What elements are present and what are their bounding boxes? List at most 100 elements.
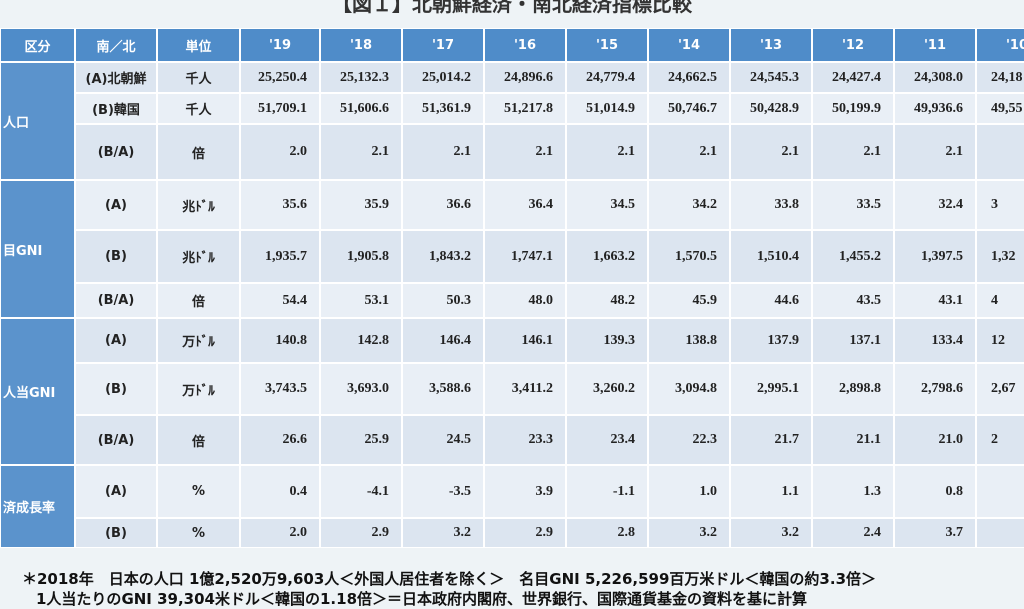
value-cell: 48.2	[566, 283, 648, 318]
value-cell: 25,132.3	[320, 62, 402, 93]
unit: 万ﾄﾞﾙ	[157, 363, 240, 415]
value-cell: 1,663.2	[566, 230, 648, 283]
value-cell: 50,746.7	[648, 93, 730, 124]
group-label: 人口	[0, 62, 75, 180]
value-cell: 1.0	[648, 465, 730, 518]
row-name: (A)	[75, 318, 157, 363]
value-cell: 21.1	[812, 415, 894, 465]
group-label: 人当GNI	[0, 318, 75, 465]
value-cell: 138.8	[648, 318, 730, 363]
row-name: (B)	[75, 363, 157, 415]
value-cell: 44.6	[730, 283, 812, 318]
value-cell: 45.9	[648, 283, 730, 318]
value-cell: 24,896.6	[484, 62, 566, 93]
value-cell: 3,260.2	[566, 363, 648, 415]
header-cell: '14	[648, 28, 730, 62]
group-label: 目GNI	[0, 180, 75, 318]
value-cell: 24,308.0	[894, 62, 976, 93]
value-cell: 2.1	[812, 124, 894, 180]
value-cell: 1,843.2	[402, 230, 484, 283]
value-cell: 54.4	[240, 283, 320, 318]
value-cell: 48.0	[484, 283, 566, 318]
value-cell: 1,510.4	[730, 230, 812, 283]
header-cell: '12	[812, 28, 894, 62]
value-cell: 49,936.6	[894, 93, 976, 124]
value-cell: 1,455.2	[812, 230, 894, 283]
header-cell: 南／北	[75, 28, 157, 62]
value-cell: 139.3	[566, 318, 648, 363]
value-cell: 51,709.1	[240, 93, 320, 124]
value-cell: 0.8	[894, 465, 976, 518]
note: ＊2018年 日本の人口 1億2,520万9,603人＜外国人居住者を除く＞ 名…	[22, 570, 877, 588]
value-cell: 3,693.0	[320, 363, 402, 415]
value-cell: 3.2	[730, 518, 812, 548]
value-cell: 50.3	[402, 283, 484, 318]
value-cell: 35.9	[320, 180, 402, 230]
value-cell: 26.6	[240, 415, 320, 465]
value-cell: 33.5	[812, 180, 894, 230]
value-cell: 34.5	[566, 180, 648, 230]
note: 1人当たりのGNI 39,304米ドル＜韓国の1.18倍＞＝日本政府内閣府、世界…	[36, 590, 808, 608]
value-cell: 35.6	[240, 180, 320, 230]
row-name: (B/A)	[75, 283, 157, 318]
value-cell: 25.9	[320, 415, 402, 465]
unit: 千人	[157, 93, 240, 124]
value-cell: 24,779.4	[566, 62, 648, 93]
value-cell: 51,606.6	[320, 93, 402, 124]
value-cell: 2.1	[402, 124, 484, 180]
unit: %	[157, 465, 240, 518]
header-cell: '16	[484, 28, 566, 62]
value-cell: 142.8	[320, 318, 402, 363]
unit: 兆ﾄﾞﾙ	[157, 180, 240, 230]
row-name: (A)北朝鮮	[75, 62, 157, 93]
row-name: (B)韓国	[75, 93, 157, 124]
value-cell: 146.4	[402, 318, 484, 363]
header-cell: '19	[240, 28, 320, 62]
value-cell: 1,397.5	[894, 230, 976, 283]
header-cell: '13	[730, 28, 812, 62]
value-cell: 1,570.5	[648, 230, 730, 283]
value-cell: 146.1	[484, 318, 566, 363]
title: 【図１】北朝鮮経済・南北経済指標比較	[332, 0, 692, 16]
value-cell: 3,588.6	[402, 363, 484, 415]
header-cell: '17	[402, 28, 484, 62]
value-cell: 2.9	[484, 518, 566, 548]
value-cell: 24,427.4	[812, 62, 894, 93]
unit: 倍	[157, 415, 240, 465]
value-cell: 3,743.5	[240, 363, 320, 415]
value-cell: 32.4	[894, 180, 976, 230]
header-cell: '15	[566, 28, 648, 62]
value-cell: 24,662.5	[648, 62, 730, 93]
header-cell: '18	[320, 28, 402, 62]
value-cell: 50,199.9	[812, 93, 894, 124]
value-cell: -3.5	[402, 465, 484, 518]
value-cell: -4.1	[320, 465, 402, 518]
value-cell: 22.3	[648, 415, 730, 465]
value-cell: 3,094.8	[648, 363, 730, 415]
row-name: (A)	[75, 465, 157, 518]
row-name: (A)	[75, 180, 157, 230]
header-cell: 単位	[157, 28, 240, 62]
value-cell: 33.8	[730, 180, 812, 230]
value-cell: 2	[976, 415, 1024, 465]
value-cell: 3	[976, 180, 1024, 230]
value-cell: 1.3	[812, 465, 894, 518]
value-cell: 2,995.1	[730, 363, 812, 415]
value-cell: 43.1	[894, 283, 976, 318]
row-name: (B/A)	[75, 124, 157, 180]
value-cell: 1,32	[976, 230, 1024, 283]
value-cell: 23.4	[566, 415, 648, 465]
value-cell: 24,18	[976, 62, 1024, 93]
value-cell: 2.1	[320, 124, 402, 180]
row-name: (B)	[75, 230, 157, 283]
value-cell: 3,411.2	[484, 363, 566, 415]
value-cell: 25,014.2	[402, 62, 484, 93]
value-cell: 2.1	[730, 124, 812, 180]
value-cell: 2.1	[648, 124, 730, 180]
value-cell: 140.8	[240, 318, 320, 363]
value-cell: 24.5	[402, 415, 484, 465]
value-cell: 2.4	[812, 518, 894, 548]
row-name: (B/A)	[75, 415, 157, 465]
value-cell: 1,747.1	[484, 230, 566, 283]
header-cell: 区分	[0, 28, 75, 62]
